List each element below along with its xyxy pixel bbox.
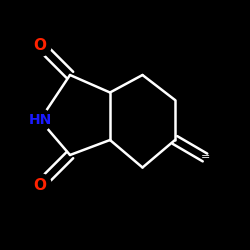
Text: HN: HN [28,113,52,127]
Text: O: O [34,178,46,192]
Text: O: O [34,38,46,52]
Circle shape [29,174,51,196]
Circle shape [29,34,51,56]
Text: =: = [200,152,210,162]
Circle shape [29,109,51,131]
